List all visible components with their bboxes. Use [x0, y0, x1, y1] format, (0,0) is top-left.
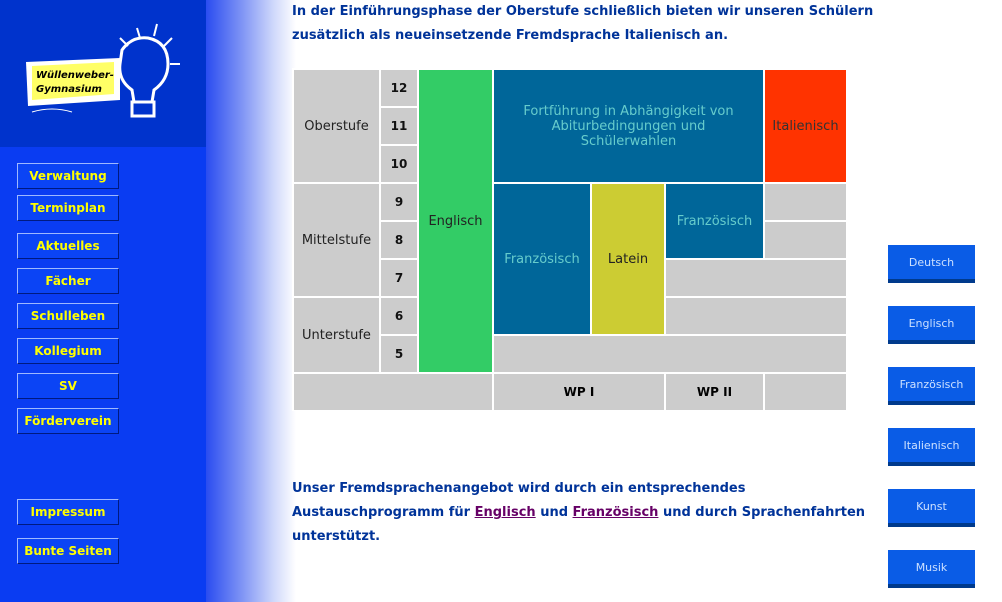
link-franzoesisch[interactable]: Französisch: [572, 505, 659, 520]
empty-cell: [765, 184, 846, 220]
nav-terminplan[interactable]: Terminplan: [17, 195, 119, 221]
nav-bunte-seiten[interactable]: Bunte Seiten: [17, 538, 119, 564]
empty-cell: [666, 298, 846, 334]
nav-kollegium[interactable]: Kollegium: [17, 338, 119, 364]
intro-line1: In der Einführungsphase der Oberstufe sc…: [292, 4, 874, 19]
empty-cell: [765, 222, 846, 258]
nav-sv[interactable]: SV: [17, 373, 119, 399]
empty-cell: [294, 374, 492, 410]
lightbulb-logo-icon: Wüllenweber- Gymnasium: [26, 23, 180, 118]
label-wp2: WP II: [666, 374, 763, 410]
empty-cell: [765, 374, 846, 410]
subject-button-deutsch[interactable]: Deutsch: [888, 245, 975, 283]
grade-8: 8: [381, 222, 417, 258]
outro-line2: Austauschprogramm für Englisch und Franz…: [292, 501, 865, 525]
outro-text: und: [535, 505, 573, 520]
nav-foerderverein[interactable]: Förderverein: [17, 408, 119, 434]
logo-text-line1: Wüllenweber-: [36, 70, 114, 81]
subject-franzoesisch-wp1: Französisch: [494, 184, 590, 334]
subject-fortfuehrung: Fortführung in Abhängigkeit von Abiturbe…: [494, 70, 763, 182]
subject-button-italienisch[interactable]: Italienisch: [888, 428, 975, 466]
intro-line2: zusätzlich als neueinsetzende Fremdsprac…: [292, 28, 729, 43]
nav-aktuelles[interactable]: Aktuelles: [17, 233, 119, 259]
empty-cell: [666, 260, 846, 296]
intro-paragraph: In der Einführungsphase der Oberstufe sc…: [292, 0, 873, 48]
grade-11: 11: [381, 108, 417, 144]
language-curriculum-table: Oberstufe Mittelstufe Unterstufe 12 11 1…: [292, 68, 848, 411]
sidebar-gradient: [206, 0, 296, 602]
grade-6: 6: [381, 298, 417, 334]
nav-verwaltung[interactable]: Verwaltung: [17, 163, 119, 189]
stage-mittelstufe: Mittelstufe: [294, 184, 379, 296]
subject-button-franzoesisch[interactable]: Französisch: [888, 367, 975, 405]
label-wp1: WP I: [494, 374, 664, 410]
outro-text: Austauschprogramm für: [292, 505, 475, 520]
subject-franzoesisch-wp2: Französisch: [666, 184, 763, 258]
subject-button-musik[interactable]: Musik: [888, 550, 975, 588]
school-logo[interactable]: Wüllenweber- Gymnasium: [0, 0, 206, 147]
grade-9: 9: [381, 184, 417, 220]
sidebar: Wüllenweber- Gymnasium Verwaltung Termin…: [0, 0, 206, 602]
nav-faecher[interactable]: Fächer: [17, 268, 119, 294]
grade-5: 5: [381, 336, 417, 372]
subject-button-kunst[interactable]: Kunst: [888, 489, 975, 527]
subject-englisch: Englisch: [419, 70, 492, 372]
subject-button-englisch[interactable]: Englisch: [888, 306, 975, 344]
outro-paragraph: Unser Fremdsprachenangebot wird durch ei…: [292, 477, 865, 549]
stage-oberstufe: Oberstufe: [294, 70, 379, 182]
nav-schulleben[interactable]: Schulleben: [17, 303, 119, 329]
empty-cell: [494, 336, 846, 372]
grade-10: 10: [381, 146, 417, 182]
outro-text: und durch Sprachenfahrten: [658, 505, 866, 520]
link-englisch[interactable]: Englisch: [474, 505, 536, 520]
subject-italienisch: Italienisch: [765, 70, 846, 182]
nav-impressum[interactable]: Impressum: [17, 499, 119, 525]
logo-text-line2: Gymnasium: [36, 84, 102, 95]
stage-unterstufe: Unterstufe: [294, 298, 379, 372]
subject-latein: Latein: [592, 184, 664, 334]
outro-line1: Unser Fremdsprachenangebot wird durch ei…: [292, 481, 746, 496]
grade-7: 7: [381, 260, 417, 296]
outro-line3: unterstützt.: [292, 529, 381, 544]
grade-12: 12: [381, 70, 417, 106]
